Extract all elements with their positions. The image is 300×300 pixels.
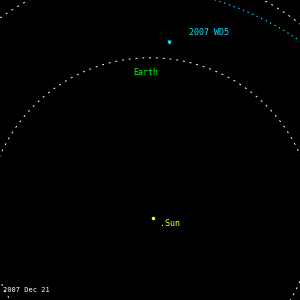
Text: Earth: Earth	[134, 68, 158, 76]
Text: 2007 WD5: 2007 WD5	[189, 28, 229, 38]
Text: 2007 Dec 21: 2007 Dec 21	[3, 287, 50, 293]
Text: .Sun: .Sun	[160, 219, 179, 228]
